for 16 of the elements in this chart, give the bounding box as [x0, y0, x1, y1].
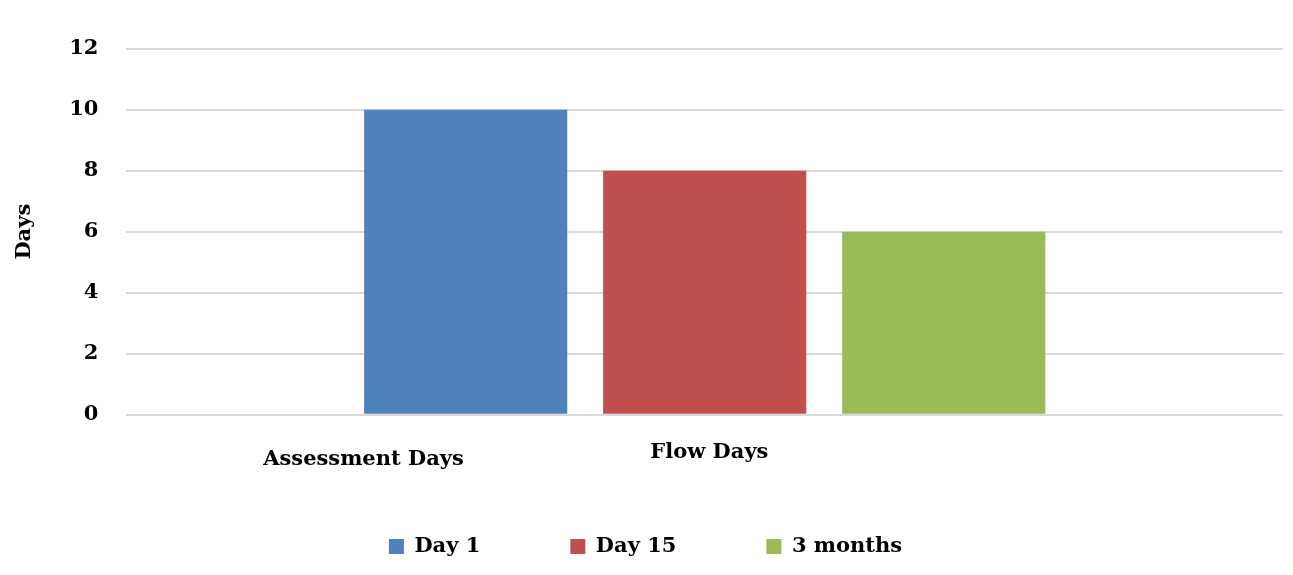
y-tick-label: 2	[83, 339, 99, 365]
y-axis-title: Days	[10, 203, 36, 260]
text: Assessment Days	[262, 445, 464, 471]
bar	[842, 231, 1046, 414]
legend-label: 3 months	[791, 531, 903, 557]
bar	[603, 170, 807, 414]
y-tick-label: 0	[83, 400, 99, 426]
y-tick-label: 6	[83, 217, 99, 243]
y-tick-label: 12	[69, 34, 99, 60]
y-tick-label: 4	[83, 278, 99, 304]
legend-label: Day 1	[414, 531, 481, 557]
text: Flow Days	[650, 438, 769, 464]
bar	[364, 109, 568, 414]
legend-label: Day 15	[595, 531, 677, 557]
y-tick-label: 8	[83, 156, 99, 182]
y-tick-label: 10	[69, 95, 99, 121]
